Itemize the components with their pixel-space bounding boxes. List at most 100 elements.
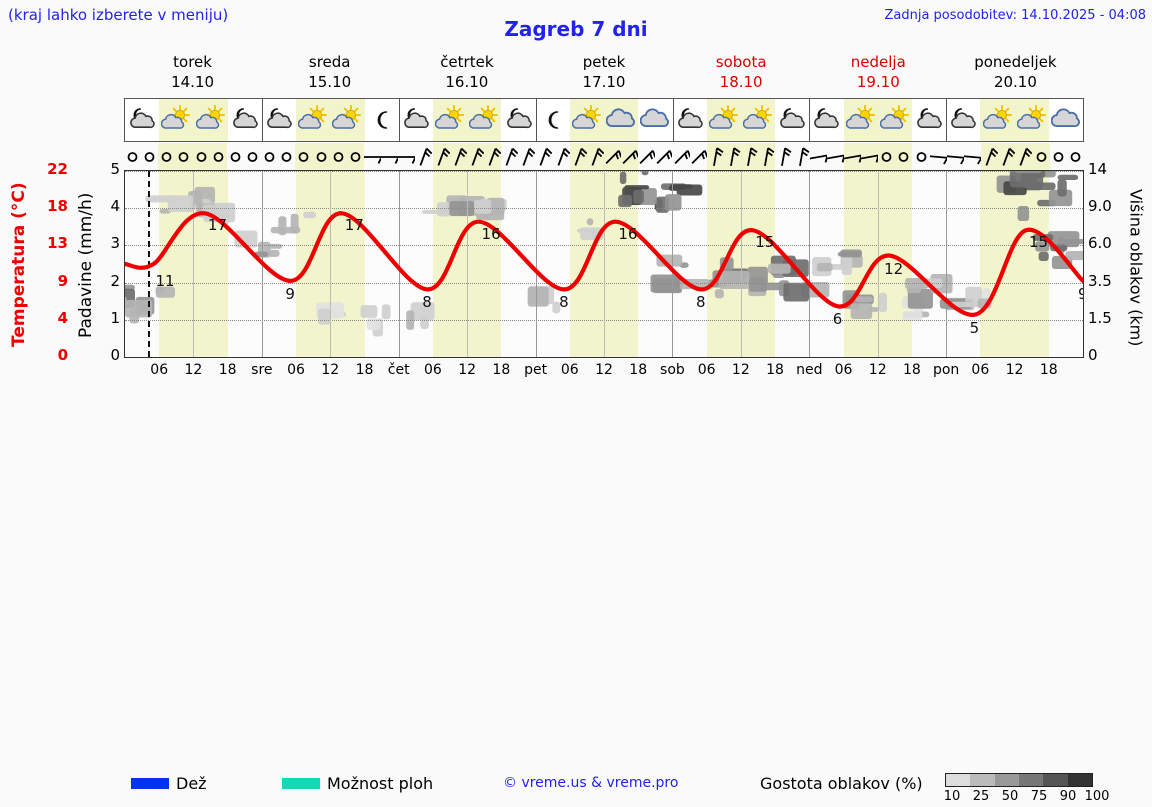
- wind-barb: [192, 143, 210, 170]
- cloud-height-tick: 9.0: [1088, 197, 1112, 216]
- temperature-curve: [125, 211, 1083, 317]
- sky-icon-glyph: [980, 99, 1014, 141]
- sky-icon-glyph: [1049, 99, 1083, 141]
- time-tick: 06: [560, 362, 579, 378]
- day-gridline: [672, 171, 674, 357]
- temperature-label: 9: [285, 284, 295, 303]
- day-header-torek: torek 14.10: [124, 52, 261, 96]
- wind-barb: [518, 143, 536, 170]
- time-tick: 18: [766, 362, 784, 378]
- noon-gridline: [467, 171, 469, 357]
- cloud-density-legend-label: Gostota oblakov (%): [760, 774, 923, 793]
- temperature-tick: 0: [57, 346, 68, 364]
- wind-barb: [792, 143, 810, 170]
- sun-cloud-icon: [1014, 99, 1049, 141]
- temperature-label: 15: [755, 233, 775, 252]
- wind-barb: [329, 143, 347, 170]
- wind-barb: [553, 143, 570, 170]
- day-header-sobota: sobota 18.10: [673, 52, 810, 96]
- sky-icon-glyph: [536, 99, 570, 141]
- time-tick: 06: [971, 362, 990, 378]
- sky-icon-glyph: [775, 99, 809, 141]
- day-separator: [809, 99, 811, 141]
- sky-icon-glyph: [399, 99, 433, 141]
- time-tick: 12: [595, 362, 613, 378]
- wind-barb: [483, 143, 502, 170]
- wind-barb: [741, 143, 759, 170]
- sun-cloud-icon: [569, 99, 605, 141]
- daylight-band: [296, 171, 331, 357]
- day-date: 16.10: [445, 73, 489, 91]
- cloud-density-scale: [945, 773, 1093, 787]
- temperature-axis-ticks: 22 18 13 9 4 0: [34, 160, 68, 364]
- cloud-density-tick: 50: [1001, 789, 1019, 804]
- temperature-label: 17: [344, 216, 364, 235]
- sky-icon-glyph: [638, 99, 672, 141]
- day-name: sreda: [308, 53, 351, 71]
- wind-barb: [963, 143, 981, 170]
- time-tick: 18: [1039, 362, 1058, 378]
- wind-barb: [141, 143, 158, 170]
- sun-cloud-icon: [296, 99, 331, 141]
- wind-barb: [912, 143, 929, 170]
- temperature-label: 6: [832, 310, 843, 329]
- temperature-label: 8: [422, 293, 432, 312]
- sky-icon-glyph: [1015, 99, 1049, 141]
- precipitation-tick: 0: [110, 346, 120, 364]
- moon-cloud-icon: [775, 99, 809, 141]
- temperature-tick: 4: [57, 308, 68, 327]
- wind-barb: [1015, 143, 1033, 170]
- wind-barb: [586, 143, 604, 170]
- sun-cloud-icon: [877, 99, 913, 141]
- temperature-label: 8: [695, 293, 706, 312]
- wind-barb: [603, 143, 622, 170]
- day-date: 20.10: [993, 73, 1037, 91]
- daylight-band: [980, 171, 1015, 357]
- day-date: 14.10: [171, 73, 215, 91]
- wind-barb: [449, 143, 467, 170]
- wind-barb: [843, 143, 862, 170]
- temperature-tick: 13: [47, 234, 68, 253]
- cloud-density-tick: 100: [1084, 789, 1110, 804]
- temperature-tick: 22: [47, 160, 68, 178]
- precipitation-tick: 1: [110, 308, 120, 327]
- moon-cloud-icon: [946, 99, 980, 141]
- cloud-height-tick: 1.5: [1088, 308, 1112, 327]
- sun-cloud-icon: [467, 99, 502, 141]
- cloud-icon: [1049, 99, 1083, 141]
- wind-barb: [244, 143, 261, 170]
- sky-icon-glyph: [878, 99, 912, 141]
- wind-barb: [175, 143, 193, 170]
- time-tick: 12: [731, 362, 750, 378]
- time-tick: 18: [903, 362, 921, 378]
- wind-barb: [946, 143, 964, 170]
- sun-cloud-icon: [193, 99, 228, 141]
- noon-gridline: [330, 171, 332, 357]
- wind-barb: [346, 143, 364, 170]
- moon-cloud-icon: [912, 99, 946, 141]
- sun-cloud-icon: [706, 99, 741, 141]
- day-separator: [398, 99, 400, 141]
- time-tick: sob: [660, 362, 685, 378]
- cloud-height-tick: 3.5: [1088, 271, 1112, 290]
- copyright-link[interactable]: © vreme.us & vreme.pro: [503, 775, 679, 791]
- precipitation-axis-ticks: 5 4 3 2 1 0: [98, 160, 120, 364]
- location-menu-note: (kraj lahko izberete v meniju): [8, 6, 229, 24]
- temperature-label: 16: [618, 224, 638, 243]
- day-name: petek: [582, 53, 626, 71]
- time-axis-ticks: 06 12 18 sre 06 12 18 čet 06 12 18 pet 06 12 18 sob 06 12…: [124, 360, 1084, 380]
- sky-icon-glyph: [946, 99, 980, 141]
- time-tick: pet: [524, 362, 548, 378]
- temperature-label: 15: [1028, 233, 1049, 252]
- day-header-sreda: sreda 15.10: [261, 52, 398, 96]
- sun-cloud-icon: [159, 99, 194, 141]
- wind-barb: [655, 143, 673, 170]
- time-tick: 12: [1005, 362, 1024, 378]
- day-header-row: torek 14.10 sreda 15.10 četrtek 16.10 petek 17.…: [124, 52, 1084, 96]
- day-separator: [946, 99, 948, 141]
- day-header-nedelja: nedelja 19.10: [810, 52, 947, 96]
- day-name: sobota: [715, 53, 767, 71]
- sky-icon-glyph: [330, 99, 364, 141]
- cloud-height-tick: 14: [1088, 160, 1108, 178]
- precipitation-tick: 5: [110, 160, 120, 178]
